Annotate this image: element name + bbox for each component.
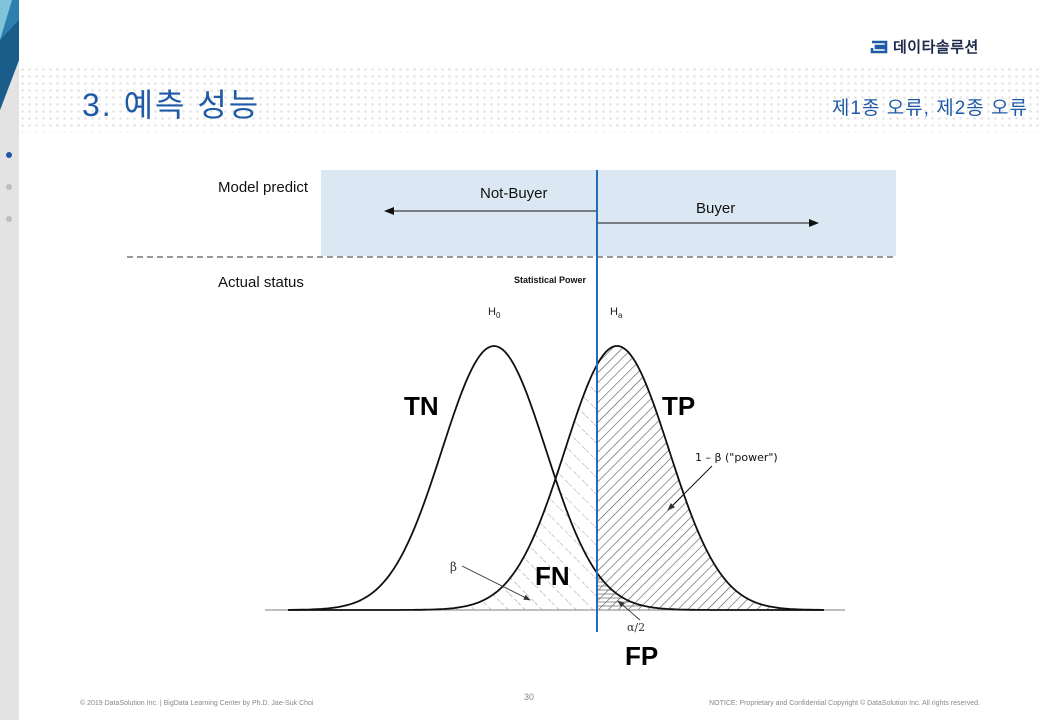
logo-icon (870, 40, 888, 53)
page-title: 3. 예측 성능 (82, 87, 261, 123)
power-arrow (667, 465, 713, 511)
header-band (19, 66, 1040, 132)
power-annotation: 1 – β ("power") (695, 451, 778, 464)
logo-text: 데이타솔루션 (893, 39, 979, 56)
fn-label: FN (535, 561, 570, 591)
actual-status-label: Actual status (218, 274, 304, 291)
ha-label: Ha (610, 306, 623, 320)
nav-dot-1[interactable] (6, 152, 12, 158)
beta-arrow (461, 565, 531, 601)
nav-dot-3[interactable] (6, 216, 12, 222)
tp-label: TP (662, 391, 695, 421)
alpha-arrow (617, 600, 641, 621)
power-region (597, 346, 825, 610)
beta-region (440, 366, 596, 610)
fp-label: FP (625, 641, 658, 671)
ha-curve (288, 345, 824, 611)
beta-annotation: β (450, 560, 457, 574)
page-number: 30 (524, 692, 535, 702)
sidebar-decoration (0, 0, 19, 110)
footer-notice: NOTICE: Proprietary and Confidential Cop… (709, 700, 980, 707)
buyer-label: Buyer (696, 200, 735, 217)
h0-curve (288, 345, 824, 611)
nav-dot-2[interactable] (6, 184, 12, 190)
not-buyer-label: Not-Buyer (480, 185, 548, 202)
statistical-power-label: Statistical Power (514, 275, 587, 285)
sidebar (0, 0, 19, 720)
alpha-annotation: α/2 (627, 621, 645, 634)
prediction-band (321, 170, 896, 256)
company-logo: 데이타솔루션 (870, 36, 979, 57)
footer-copyright: © 2019 DataSolution Inc. | BigData Learn… (80, 700, 314, 707)
page-subtitle: 제1종 오류, 제2종 오류 (831, 98, 1028, 119)
tn-label: TN (404, 391, 439, 421)
model-predict-label: Model predict (218, 179, 309, 196)
h0-label: H0 (488, 306, 501, 320)
